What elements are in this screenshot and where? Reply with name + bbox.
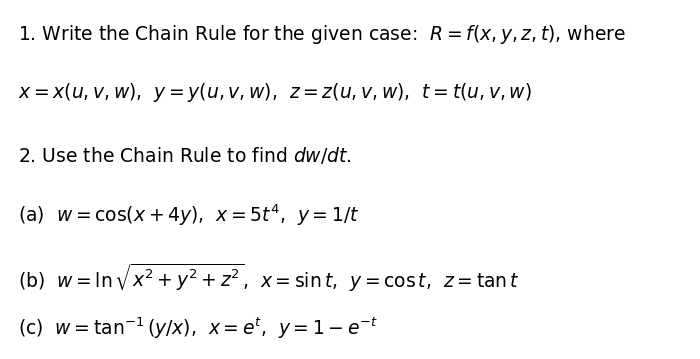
Text: (b)  $w = \ln\sqrt{x^2 + y^2 + z^2}$,  $x = \sin t$,  $y = \cos t$,  $z = \tan t: (b) $w = \ln\sqrt{x^2 + y^2 + z^2}$, $x … bbox=[18, 262, 519, 294]
Text: 2. Use the Chain Rule to find $dw/dt$.: 2. Use the Chain Rule to find $dw/dt$. bbox=[18, 145, 351, 166]
Text: $x = x(u, v, w)$,  $y = y(u, v, w)$,  $z = z(u, v, w)$,  $t = t(u, v, w)$: $x = x(u, v, w)$, $y = y(u, v, w)$, $z =… bbox=[18, 81, 531, 104]
Text: 1. Write the Chain Rule for the given case:  $R = f(x, y, z, t)$, where: 1. Write the Chain Rule for the given ca… bbox=[18, 23, 625, 46]
Text: (a)  $w = \cos(x + 4y)$,  $x = 5t^4$,  $y = 1/t$: (a) $w = \cos(x + 4y)$, $x = 5t^4$, $y =… bbox=[18, 203, 359, 228]
Text: (c)  $w = \tan^{-1}(y/x)$,  $x = e^t$,  $y = 1 - e^{-t}$: (c) $w = \tan^{-1}(y/x)$, $x = e^t$, $y … bbox=[18, 316, 378, 341]
